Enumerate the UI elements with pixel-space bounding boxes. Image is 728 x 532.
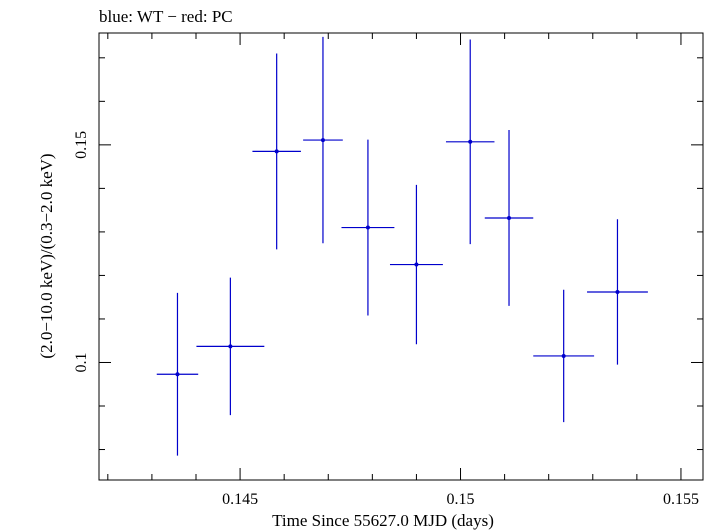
point-marker: [615, 289, 620, 294]
plot-frame: [98, 32, 704, 481]
y-tick-label: 0.1: [73, 352, 90, 372]
data-point: [303, 36, 343, 244]
point-marker: [228, 344, 233, 349]
data-point: [445, 39, 495, 245]
data-point: [389, 184, 443, 345]
data-point: [252, 53, 301, 250]
point-marker: [320, 138, 325, 143]
y-tick-label: 0.15: [73, 131, 90, 159]
data-point: [587, 219, 648, 365]
x-tick-label: 0.145: [222, 491, 258, 508]
x-tick-label: 0.155: [663, 491, 699, 508]
data-marks: [156, 36, 648, 456]
data-point: [341, 139, 395, 316]
point-marker: [507, 215, 512, 220]
point-marker: [414, 262, 419, 267]
x-tick-label: 0.15: [447, 491, 475, 508]
point-marker: [468, 139, 473, 144]
x-axis-label: Time Since 55627.0 MJD (days): [272, 511, 494, 530]
data-point: [196, 277, 265, 416]
data-point: [533, 289, 595, 423]
point-marker: [274, 149, 279, 154]
point-marker: [561, 353, 566, 358]
chart-title: blue: WT − red: PC: [99, 7, 233, 26]
axis-ticks: [99, 33, 703, 480]
data-point: [484, 130, 534, 306]
data-point: [156, 292, 199, 456]
y-axis-label: (2.0−10.0 keV)/(0.3−2.0 keV): [37, 153, 56, 358]
point-marker: [175, 372, 180, 377]
point-marker: [365, 225, 370, 230]
tick-labels: 0.145 0.15 0.155 0.1 0.15: [73, 131, 699, 508]
